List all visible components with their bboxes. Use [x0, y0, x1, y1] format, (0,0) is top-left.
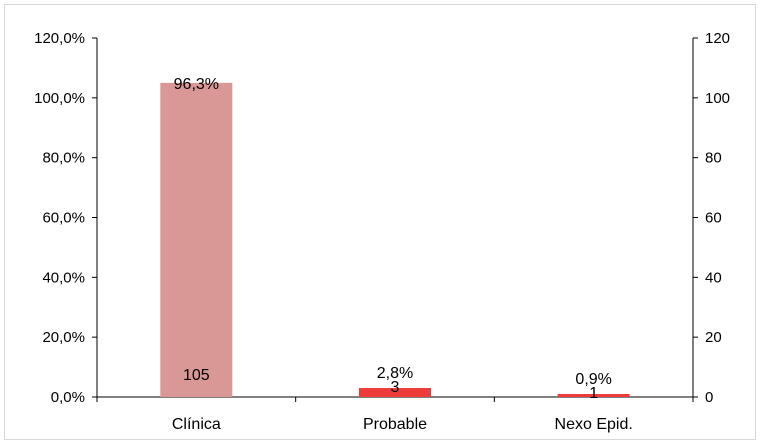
right-tick-label: 60: [705, 210, 722, 227]
right-tick-label: 80: [705, 150, 722, 167]
right-tick-label: 100: [705, 90, 730, 107]
count-label: 1: [589, 385, 598, 402]
right-tick-label: 20: [705, 329, 722, 346]
left-tick-label: 80,0%: [42, 150, 85, 167]
bar-1: [160, 82, 233, 397]
percent-label: 0,9%: [575, 371, 611, 388]
bar-2: [359, 388, 431, 397]
right-tick-label: 40: [705, 269, 722, 286]
left-tick-label: 120,0%: [34, 30, 85, 47]
percent-label: 2,8%: [377, 365, 413, 382]
category-label: Probable: [363, 416, 427, 433]
left-tick-label: 40,0%: [42, 269, 85, 286]
left-tick-label: 20,0%: [42, 329, 85, 346]
category-label: Nexo Epid.: [555, 416, 633, 433]
category-label: Clínica: [172, 416, 221, 433]
bar-3: [557, 394, 630, 397]
percent-label: 96,3%: [174, 76, 219, 93]
left-tick-label: 100,0%: [34, 90, 85, 107]
right-tick-label: 120: [705, 30, 730, 47]
chart-frame: [4, 4, 756, 440]
left-tick-label: 60,0%: [42, 210, 85, 227]
right-tick-label: 0: [705, 389, 713, 406]
count-label: 105: [183, 367, 210, 384]
count-label: 3: [391, 379, 400, 396]
left-tick-label: 0,0%: [51, 389, 85, 406]
